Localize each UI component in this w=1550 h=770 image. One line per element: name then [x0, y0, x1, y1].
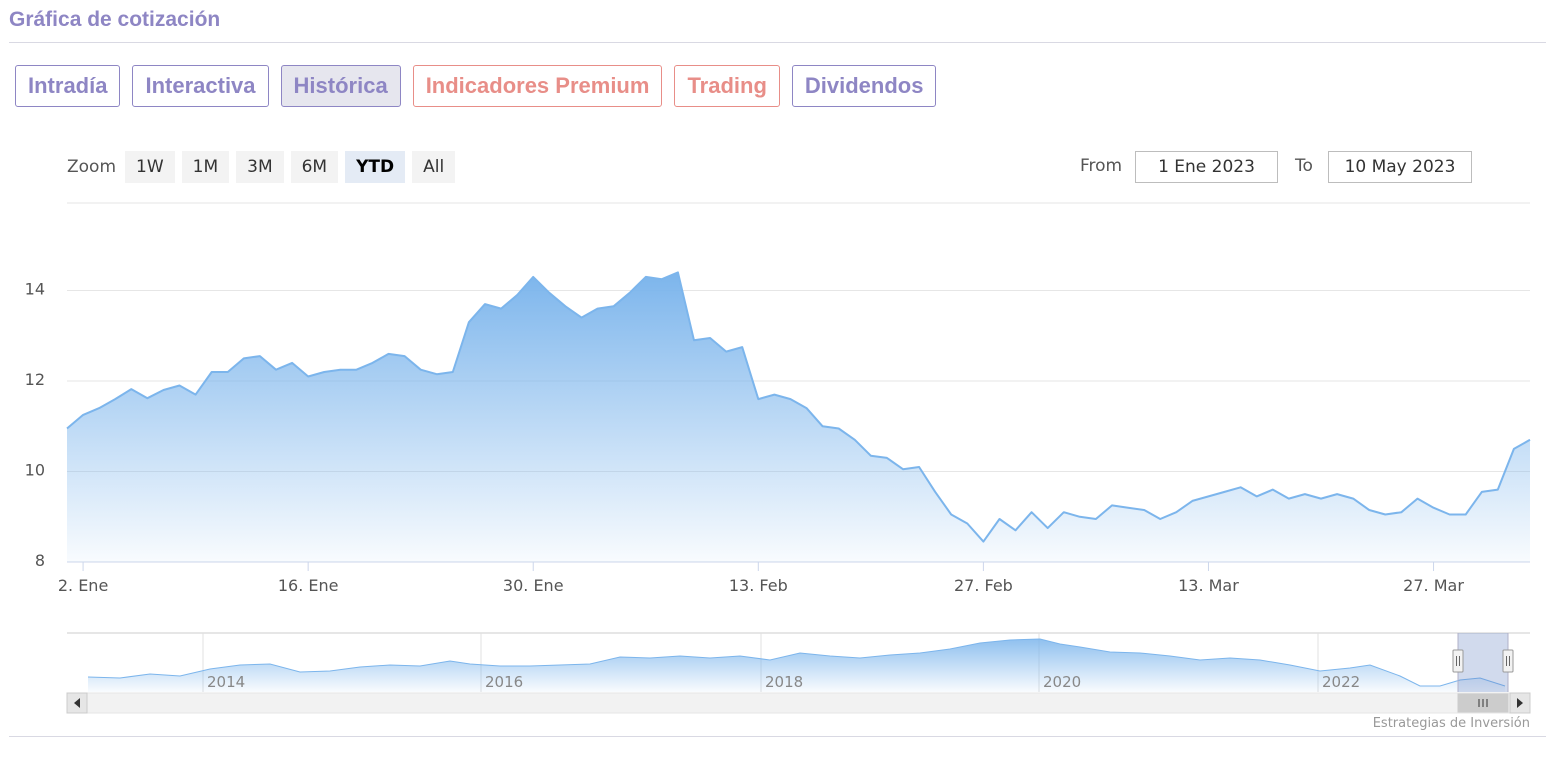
x-tick-label: 27. Mar	[1403, 576, 1464, 595]
navigator-year-label: 2014	[207, 673, 245, 691]
zoom-3m-button[interactable]: 3M	[236, 151, 284, 183]
navigator[interactable]: 2014 2016 2018 2020 2022	[66, 632, 1531, 714]
x-tick-label: 13. Mar	[1178, 576, 1239, 595]
x-tick-label: 30. Ene	[503, 576, 564, 595]
tab-dividendos[interactable]: Dividendos	[791, 65, 937, 107]
x-tick-label: 13. Feb	[729, 576, 788, 595]
page-title: Gráfica de cotización	[9, 8, 221, 31]
price-area	[66, 271, 1531, 562]
scroll-left-arrow-icon	[74, 698, 80, 708]
navigator-line	[87, 638, 1506, 687]
zoom-6m-button[interactable]: 6M	[290, 151, 339, 183]
navigator-handle[interactable]	[1502, 649, 1514, 673]
x-tick-label: 27. Feb	[954, 576, 1013, 595]
navigator-handle[interactable]	[1452, 649, 1464, 673]
x-tick-label: 16. Ene	[278, 576, 339, 595]
navigator-year-label: 2020	[1043, 673, 1081, 691]
tab-interactiva[interactable]: Interactiva	[132, 65, 269, 107]
zoom-1w-button[interactable]: 1W	[125, 151, 175, 183]
scrollbar-track[interactable]	[66, 692, 1531, 714]
navigator-year-label: 2016	[485, 673, 523, 691]
tab-trading[interactable]: Trading	[674, 65, 780, 107]
y-tick-label: 14	[25, 280, 45, 299]
price-area-fill	[67, 272, 1530, 562]
bottom-divider	[9, 736, 1546, 737]
range-to-label: To	[1295, 156, 1313, 176]
y-axis: 8 10 12 14	[25, 280, 45, 571]
chart-credits[interactable]: Estrategias de Inversión	[1372, 716, 1530, 731]
range-from-label: From	[1080, 156, 1123, 176]
navigator-year-label: 2022	[1322, 673, 1360, 691]
y-tick-label: 8	[35, 551, 45, 570]
zoom-ytd-button[interactable]: YTD	[345, 151, 406, 183]
x-axis: 2. Ene 16. Ene 30. Ene 13. Feb 27. Feb 13. Ma…	[58, 562, 1464, 595]
range-to-input[interactable]: 10 May 2023	[1328, 151, 1472, 183]
tab-historica[interactable]: Histórica	[280, 65, 401, 107]
scroll-right-arrow-icon	[1517, 698, 1523, 708]
zoom-all-button[interactable]: All	[412, 151, 456, 183]
y-tick-label: 10	[25, 461, 45, 480]
zoom-label: Zoom	[67, 157, 117, 177]
navigator-selection[interactable]	[1458, 633, 1508, 692]
tab-indicadores-premium[interactable]: Indicadores Premium	[412, 65, 663, 107]
title-divider	[9, 42, 1546, 43]
price-line	[66, 271, 1531, 543]
zoom-1m-button[interactable]: 1M	[181, 151, 230, 183]
y-tick-label: 12	[25, 370, 45, 389]
zoom-selector: Zoom 1W 1M 3M 6M YTD All	[67, 151, 456, 183]
tab-intradia[interactable]: Intradía	[15, 65, 121, 107]
navigator-year-label: 2018	[765, 673, 803, 691]
chart-tabs: Intradía Interactiva Histórica Indicador…	[15, 65, 937, 107]
navigator-area-fill	[88, 639, 1505, 692]
range-from-input[interactable]: 1 Ene 2023	[1135, 151, 1278, 183]
x-tick-label: 2. Ene	[58, 576, 108, 595]
